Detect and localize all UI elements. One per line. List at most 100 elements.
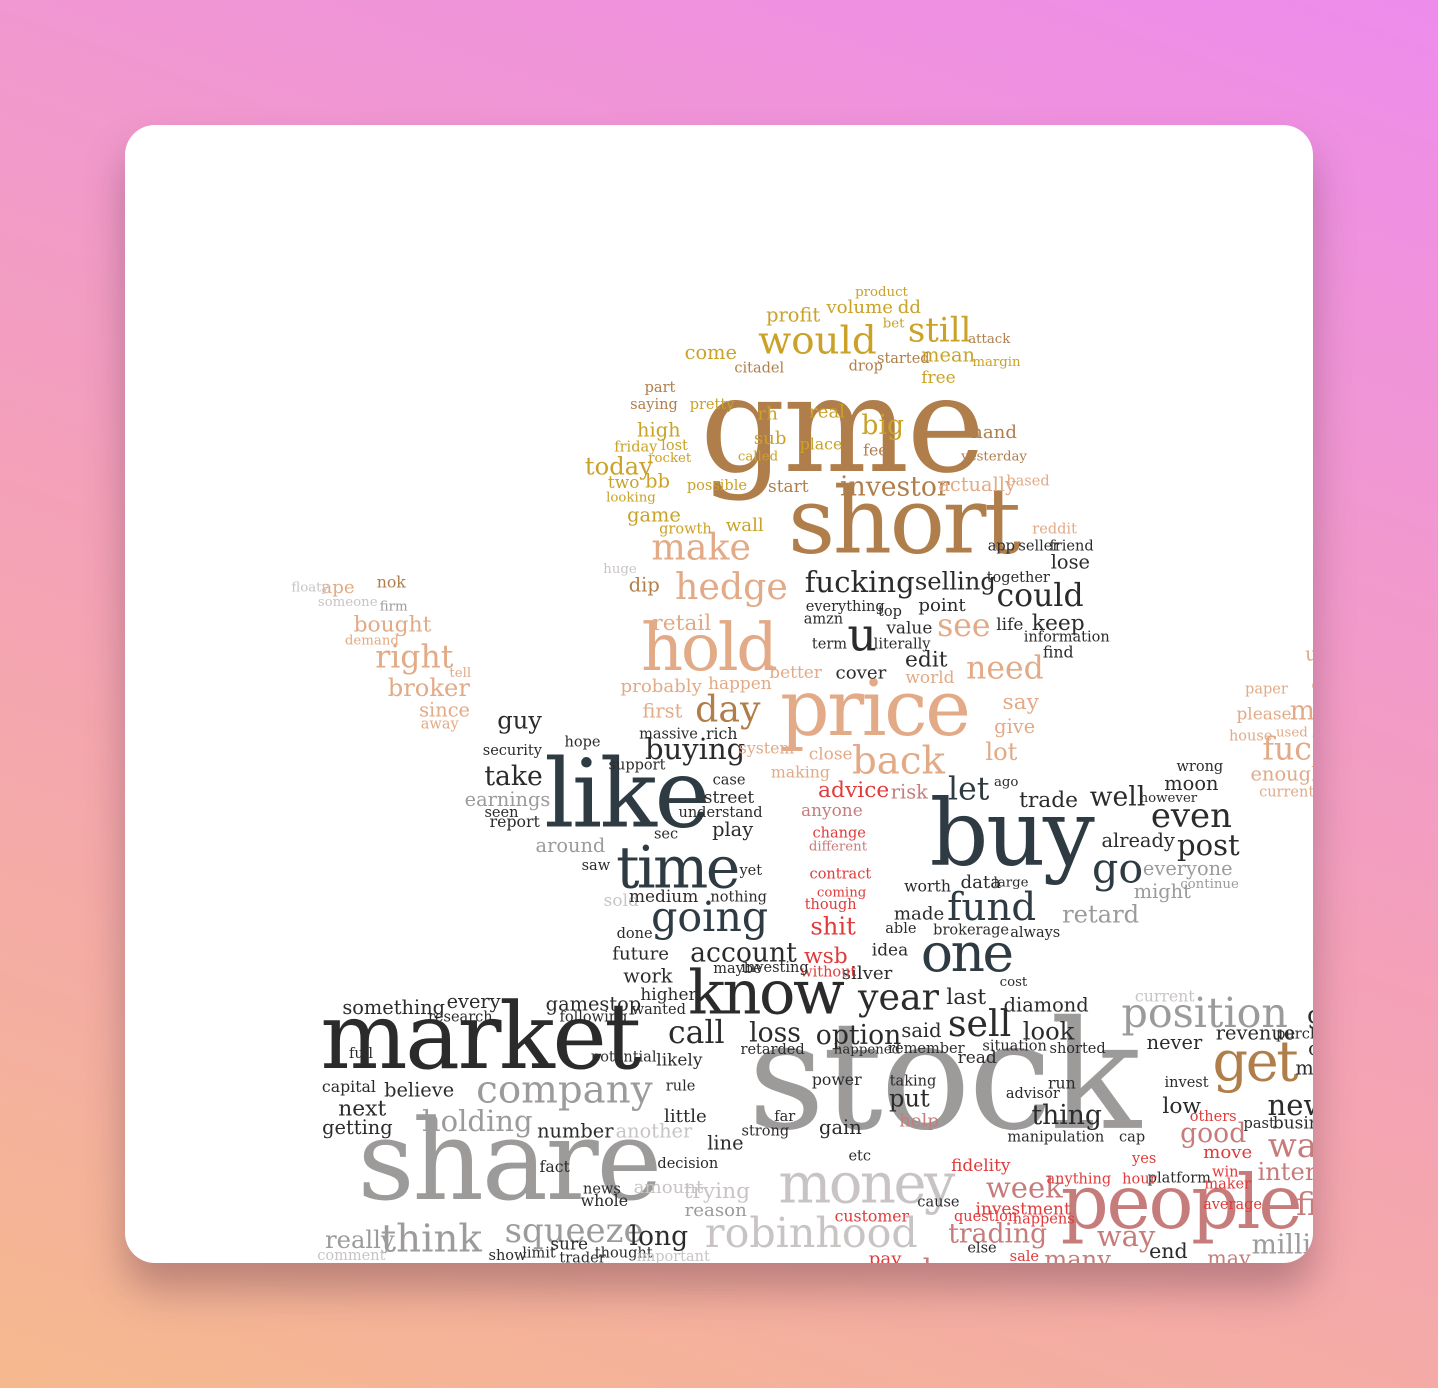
word-anyone: anyone [801, 800, 863, 820]
word-u: u [847, 608, 877, 662]
word-pay: pay [869, 1249, 902, 1263]
word-bought: bought [354, 612, 432, 637]
word-short: short [788, 467, 1021, 574]
word-others: others [1190, 1109, 1237, 1125]
word-read: read [958, 1047, 997, 1067]
word-please: please [1236, 703, 1291, 723]
word-broker: broker [388, 674, 471, 702]
word-silver: silver [842, 963, 893, 984]
word-saying: saying [630, 397, 678, 413]
word-following: following [560, 1010, 628, 1026]
word-together: together [987, 570, 1050, 586]
word-would: would [758, 318, 877, 363]
word-amc: amc [1311, 660, 1313, 699]
word-floaty: floaty [291, 580, 329, 595]
word-another: another [616, 1120, 693, 1143]
word-first: first [642, 699, 682, 722]
word-citadel: citadel [734, 361, 784, 377]
word-retarded: retarded [741, 1042, 805, 1058]
word-shorted: shorted [1050, 1041, 1106, 1057]
word-maker: maker [1204, 1177, 1251, 1193]
word-rich: rich [706, 724, 737, 743]
word-since: since [419, 698, 470, 721]
word-number: number [537, 1120, 614, 1143]
word-want: want [1268, 1126, 1313, 1165]
word-far: far [774, 1109, 795, 1125]
word-medium: medium [629, 886, 698, 906]
word-sold: sold [604, 890, 639, 910]
word-many: many [1044, 1245, 1111, 1263]
word-still: still [908, 310, 972, 349]
word-trader: trader [559, 1250, 605, 1263]
word-next: next [338, 1097, 386, 1122]
word-also: also [905, 1253, 964, 1263]
word-current: current [1135, 986, 1195, 1005]
word-way: way [1097, 1219, 1156, 1253]
word-term: term [812, 637, 847, 653]
word-everything: everything [806, 599, 885, 615]
word-play: play [712, 818, 753, 841]
word-enough: enough [1251, 762, 1313, 785]
word-decision: decision [657, 1156, 718, 1172]
word-low: low [1162, 1094, 1201, 1119]
word-feel: feel [863, 441, 892, 460]
word-market: market [320, 983, 641, 1090]
word-maybe: maybe [713, 961, 762, 977]
word-different: different [809, 839, 868, 854]
word-win: win [1212, 1164, 1238, 1180]
word-idea: idea [872, 939, 908, 959]
word-reddit: reddit [1032, 522, 1077, 538]
word-whole: whole [581, 1191, 628, 1210]
word-demand: demand [345, 634, 399, 649]
word-think: think [381, 1216, 483, 1261]
word-real: real [809, 401, 845, 422]
word-little: little [664, 1106, 707, 1127]
word-line: line [707, 1132, 743, 1155]
word-able: able [885, 921, 916, 937]
word-probably: probably [621, 676, 703, 697]
word-taking: taking [890, 1074, 937, 1090]
word-firm: firm [380, 600, 408, 615]
word-amzn: amzn [804, 611, 843, 627]
word-higher: higher [640, 984, 697, 1004]
word-business: business [1273, 1113, 1313, 1133]
word-volume: volume [825, 297, 893, 318]
word-friday: friday [614, 439, 658, 455]
word-sub: sub [754, 428, 787, 449]
word-possible: possible [687, 478, 747, 494]
word-investor: investor [840, 472, 950, 503]
word-massive: massive [639, 726, 698, 742]
word-likely: likely [656, 1050, 703, 1070]
word-holding: holding [422, 1104, 533, 1138]
word-investing: investing [741, 960, 808, 976]
word-situation: situation [982, 1039, 1046, 1055]
word-got: got [1307, 1001, 1313, 1029]
word-high: high [637, 419, 681, 442]
word-day: day [695, 687, 761, 730]
word-hope: hope [565, 735, 601, 751]
word-drop: drop [849, 358, 883, 374]
word-trade: trade [1019, 788, 1078, 813]
word-look: look [1023, 1018, 1075, 1046]
word-last: last [946, 985, 986, 1010]
word-free: free [921, 367, 955, 387]
word-money: money [779, 1152, 956, 1217]
word-squeeze: squeeze [505, 1211, 644, 1250]
word-rh: rh [758, 404, 779, 425]
word-value: value [885, 617, 932, 637]
word-fuck: fuck [1262, 732, 1313, 768]
word-ape: ape [321, 577, 354, 598]
word-close: close [809, 743, 853, 763]
word-really: really [325, 1226, 395, 1254]
word-never: never [1147, 1031, 1203, 1054]
word-let: let [948, 772, 990, 808]
word-cloud-card: gme short price hold would still make hedge fuck… [125, 125, 1313, 1263]
word-moon: moon [1164, 772, 1218, 795]
word-used: used [1276, 726, 1308, 741]
word-etc: etc [848, 1149, 871, 1165]
word-see: see [937, 608, 990, 644]
word-long: long [629, 1221, 688, 1252]
word-get: get [1212, 1029, 1298, 1094]
word-happens: happens [1013, 1212, 1075, 1228]
word-based: based [1006, 473, 1049, 489]
